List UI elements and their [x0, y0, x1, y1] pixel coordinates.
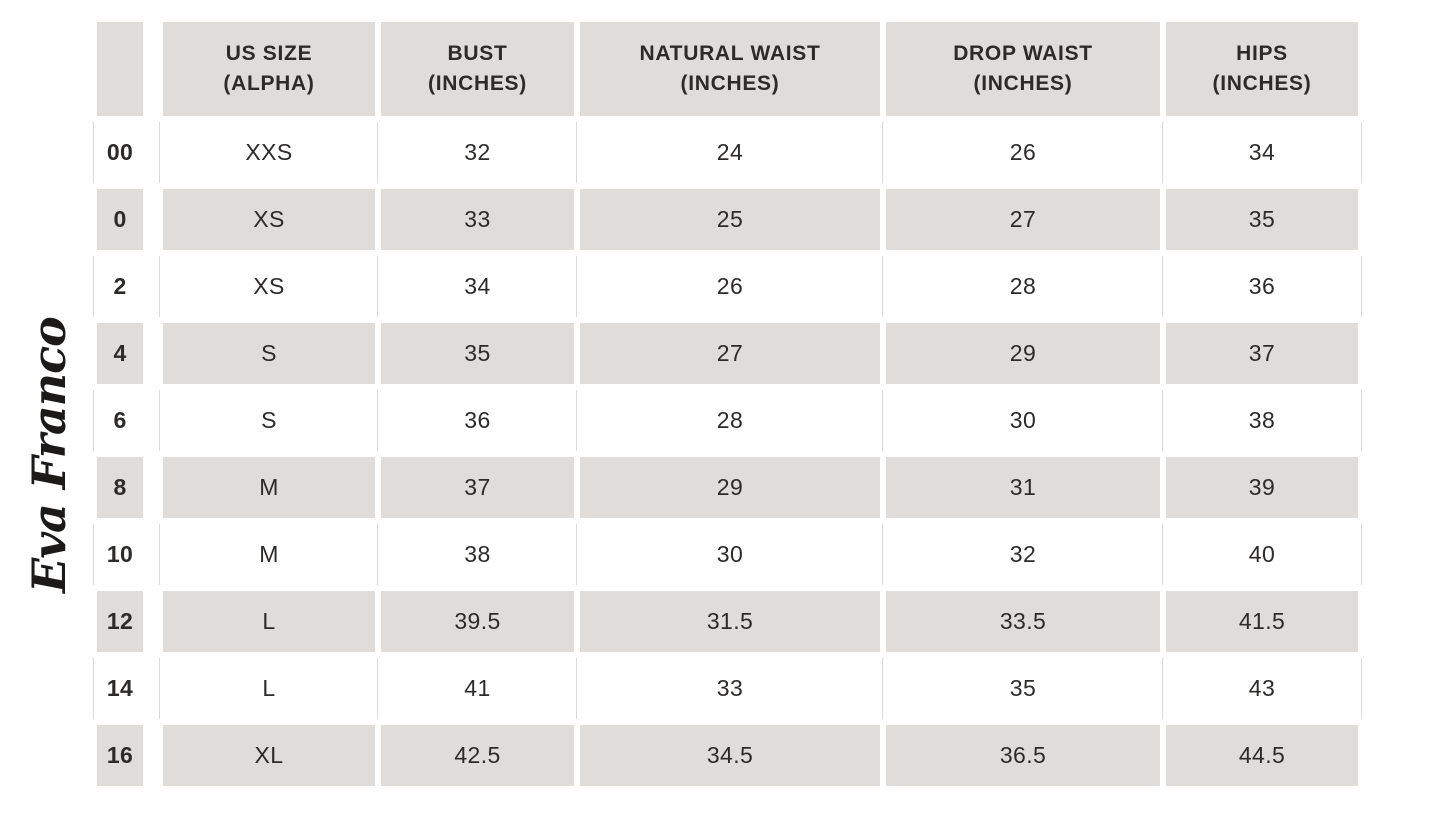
cell-alpha: S	[163, 323, 375, 384]
cell-drop_waist: 28	[882, 256, 1160, 317]
cell-drop_waist: 32	[882, 524, 1160, 585]
cell-natural_waist: 28	[576, 390, 880, 451]
cell-natural_waist: 33	[576, 658, 880, 719]
cell-alpha: XS	[163, 189, 375, 250]
column-spacer	[149, 524, 157, 585]
cell-natural_waist: 29	[580, 457, 880, 518]
cell-hips: 39	[1166, 457, 1358, 518]
cell-alpha: XL	[163, 725, 375, 786]
cell-hips: 38	[1162, 390, 1362, 451]
cell-drop_waist: 29	[886, 323, 1160, 384]
cell-natural_waist: 27	[580, 323, 880, 384]
cell-hips: 36	[1162, 256, 1362, 317]
cell-alpha: L	[159, 658, 375, 719]
column-spacer	[149, 591, 157, 652]
cell-alpha: S	[159, 390, 375, 451]
cell-bust: 41	[377, 658, 574, 719]
cell-hips: 35	[1166, 189, 1358, 250]
corner-cell	[97, 22, 143, 116]
row-label-us-size: 4	[97, 323, 143, 384]
row-label-us-size: 8	[97, 457, 143, 518]
cell-drop_waist: 30	[882, 390, 1160, 451]
cell-hips: 41.5	[1166, 591, 1358, 652]
column-spacer	[149, 390, 157, 451]
cell-natural_waist: 34.5	[580, 725, 880, 786]
column-spacer	[149, 323, 157, 384]
cell-alpha: XXS	[159, 122, 375, 183]
row-label-us-size: 0	[97, 189, 143, 250]
column-spacer	[149, 256, 157, 317]
cell-drop_waist: 36.5	[886, 725, 1160, 786]
column-spacer	[149, 725, 157, 786]
cell-alpha: M	[163, 457, 375, 518]
row-label-us-size: 10	[93, 524, 143, 585]
cell-bust: 35	[381, 323, 574, 384]
row-label-us-size: 14	[93, 658, 143, 719]
col-header-line2: (INCHES)	[428, 72, 527, 95]
col-header-bust: BUST (INCHES)	[381, 22, 574, 116]
row-label-us-size: 16	[97, 725, 143, 786]
col-header-line1: HIPS	[1236, 42, 1288, 65]
cell-hips: 43	[1162, 658, 1362, 719]
row-label-us-size: 00	[93, 122, 143, 183]
row-label-us-size: 2	[93, 256, 143, 317]
cell-natural_waist: 31.5	[580, 591, 880, 652]
cell-hips: 34	[1162, 122, 1362, 183]
col-header-line1: US SIZE	[225, 42, 313, 65]
cell-bust: 39.5	[381, 591, 574, 652]
cell-bust: 37	[381, 457, 574, 518]
cell-hips: 37	[1166, 323, 1358, 384]
row-label-us-size: 6	[93, 390, 143, 451]
cell-drop_waist: 26	[882, 122, 1160, 183]
cell-bust: 34	[377, 256, 574, 317]
column-spacer	[149, 658, 157, 719]
cell-alpha: L	[163, 591, 375, 652]
cell-natural_waist: 26	[576, 256, 880, 317]
col-header-line2: (ALPHA)	[223, 72, 315, 95]
col-header-line1: BUST	[447, 42, 508, 65]
cell-bust: 36	[377, 390, 574, 451]
column-spacer	[149, 22, 157, 116]
col-header-us-size-alpha: US SIZE (ALPHA)	[163, 22, 375, 116]
cell-alpha: M	[159, 524, 375, 585]
size-chart-table: US SIZE (ALPHA) BUST (INCHES) NATURAL WAIST (…	[93, 22, 1362, 786]
cell-hips: 44.5	[1166, 725, 1358, 786]
cell-hips: 40	[1162, 524, 1362, 585]
cell-alpha: XS	[159, 256, 375, 317]
cell-natural_waist: 24	[576, 122, 880, 183]
col-header-line1: DROP WAIST	[953, 42, 1093, 65]
cell-natural_waist: 30	[576, 524, 880, 585]
col-header-hips: HIPS (INCHES)	[1166, 22, 1358, 116]
cell-bust: 42.5	[381, 725, 574, 786]
col-header-line2: (INCHES)	[1212, 72, 1312, 95]
cell-drop_waist: 33.5	[886, 591, 1160, 652]
eva-franco-logo: Eva Franco	[2, 290, 96, 620]
col-header-natural-waist: NATURAL WAIST (INCHES)	[580, 22, 880, 116]
cell-drop_waist: 31	[886, 457, 1160, 518]
cell-bust: 38	[377, 524, 574, 585]
col-header-line1: NATURAL WAIST	[639, 42, 821, 65]
cell-bust: 32	[377, 122, 574, 183]
col-header-line2: (INCHES)	[680, 72, 780, 95]
column-spacer	[149, 189, 157, 250]
eva-franco-logo-text: Eva Franco	[22, 317, 77, 593]
cell-drop_waist: 27	[886, 189, 1160, 250]
cell-drop_waist: 35	[882, 658, 1160, 719]
cell-bust: 33	[381, 189, 574, 250]
col-header-line2: (INCHES)	[973, 72, 1073, 95]
col-header-drop-waist: DROP WAIST (INCHES)	[886, 22, 1160, 116]
row-label-us-size: 12	[97, 591, 143, 652]
cell-natural_waist: 25	[580, 189, 880, 250]
column-spacer	[149, 122, 157, 183]
column-spacer	[149, 457, 157, 518]
